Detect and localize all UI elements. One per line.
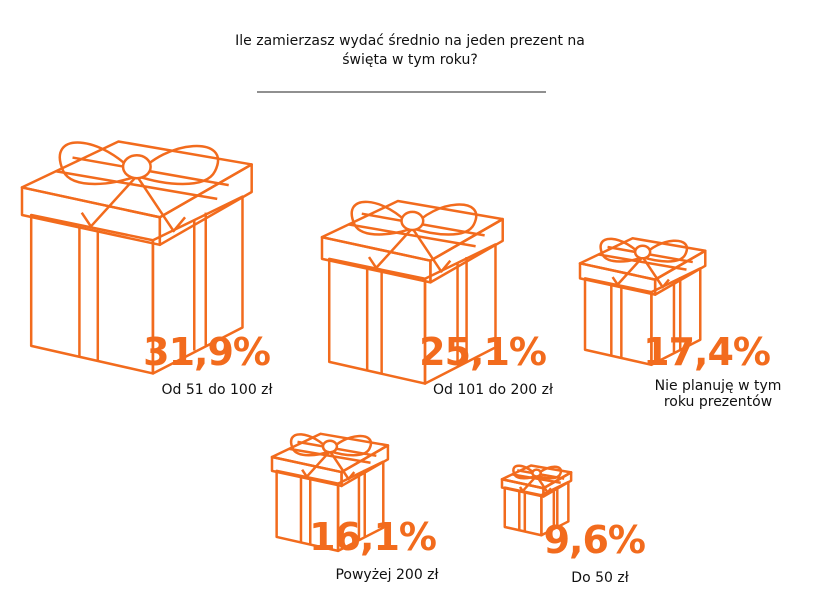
value-label: 17,4%: [643, 330, 771, 374]
gift-body-side: [153, 197, 243, 374]
gift: [580, 238, 705, 365]
gift: [22, 141, 252, 373]
value-label: 9,6%: [543, 518, 646, 562]
gift-knot: [532, 470, 540, 477]
category-label: Od 101 do 200 zł: [433, 382, 553, 398]
gift: [502, 465, 571, 535]
gift-knot: [402, 212, 424, 230]
category-label: Powyżej 200 zł: [335, 567, 439, 583]
gift-body-side: [651, 268, 700, 364]
gift: [272, 434, 388, 551]
gift-ribbon: [367, 257, 466, 374]
gift-knot: [323, 441, 337, 453]
gift-body-side: [541, 482, 568, 535]
value-label: 31,9%: [143, 330, 271, 374]
gift-body-side: [425, 244, 495, 383]
gift-knot: [635, 246, 650, 259]
category-label: Od 51 do 100 zł: [161, 382, 273, 398]
gift-ribbon: [611, 277, 680, 358]
gift: [322, 201, 503, 384]
chart-title: Ile zamierzasz wydać średnio na jeden pr…: [235, 33, 585, 68]
category-label: Nie planuję w tym roku prezentów: [654, 378, 782, 410]
gift-ribbon: [519, 487, 557, 532]
category-label: Do 50 zł: [571, 570, 629, 586]
value-label: 25,1%: [419, 330, 547, 374]
value-label: 16,1%: [309, 515, 437, 559]
gift-ribbon: [301, 470, 365, 545]
gift-knot: [123, 155, 151, 178]
gift-ribbon: [79, 213, 205, 362]
gift-body-side: [338, 462, 383, 551]
